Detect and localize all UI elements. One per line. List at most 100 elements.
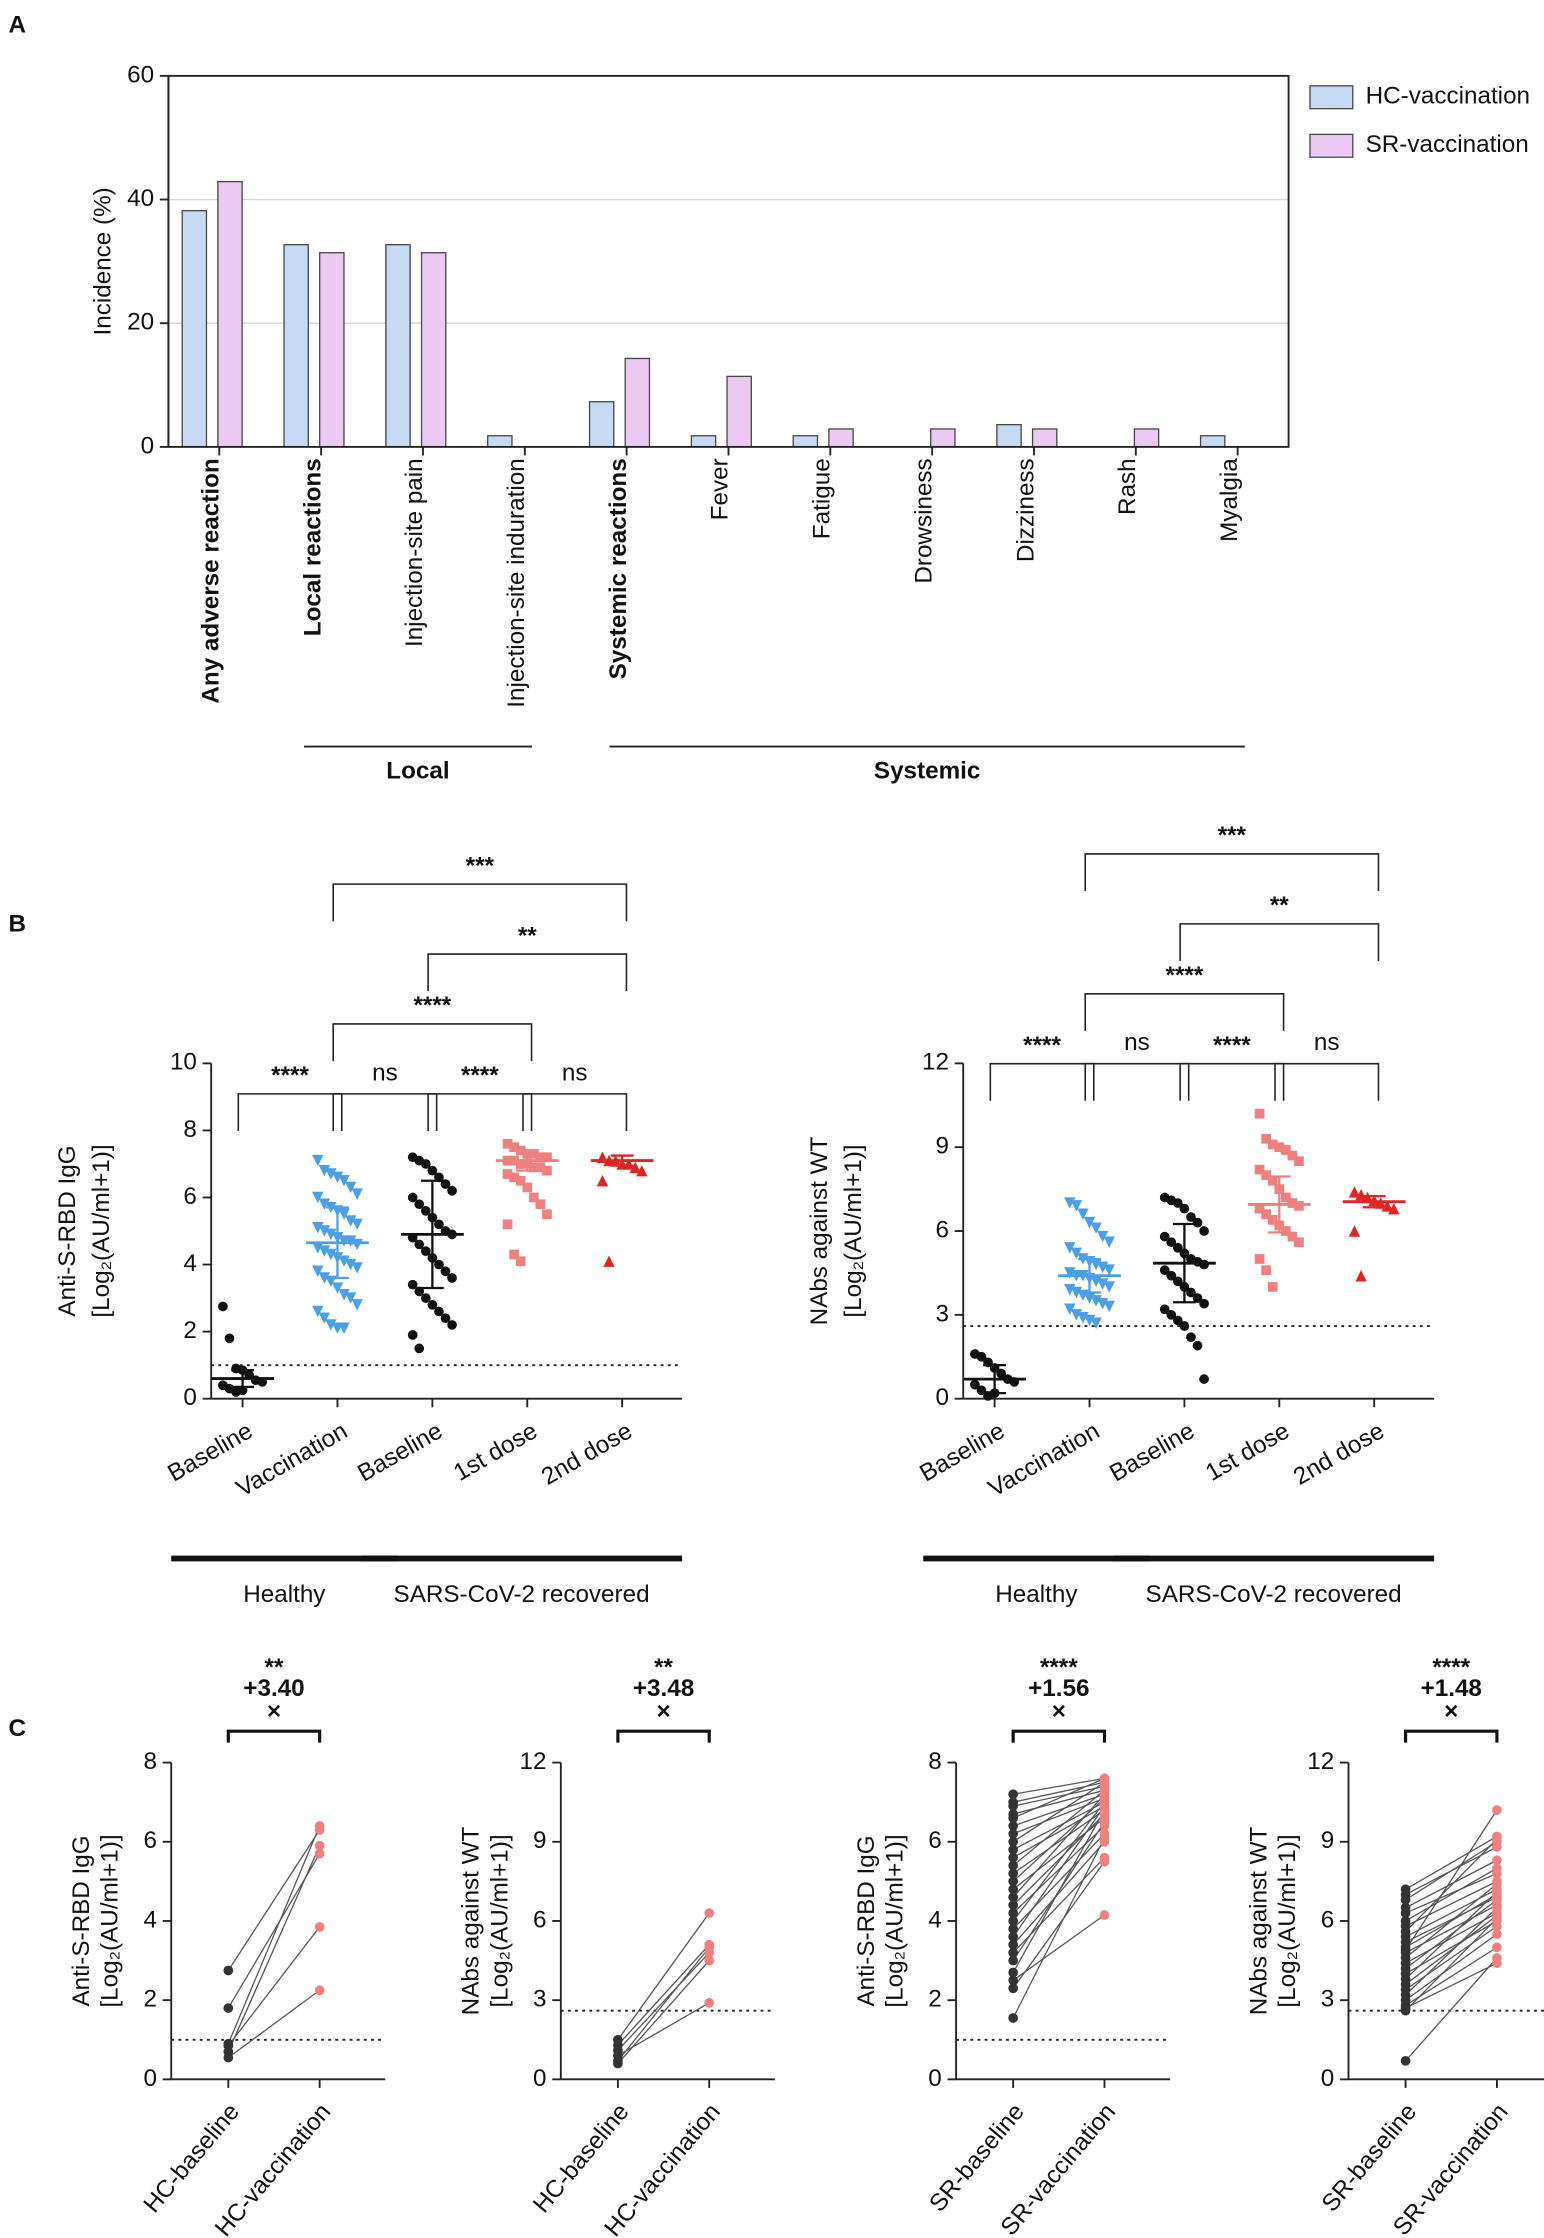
significance-bracket [226,1729,322,1743]
data-point [1492,1902,1502,1913]
data-point [522,1182,533,1193]
pair-line [1405,1957,1498,2062]
data-point [1172,1276,1183,1287]
data-point [344,1292,357,1304]
data-point [535,1199,546,1210]
data-point [704,1908,715,1918]
pair-line [1405,1962,1498,2009]
y-axis-label: [Log₂(AU/ml+1)] [882,1834,909,2007]
data-point [351,1262,363,1274]
data-point [1267,1214,1278,1225]
data-point [528,1149,539,1159]
data-point [440,1313,451,1324]
data-point [338,1175,350,1187]
data-point [1008,1939,1019,1950]
data-point [1090,1317,1102,1329]
y-tick-label: 2 [183,1317,197,1344]
data-point [407,1330,418,1340]
data-point [970,1379,980,1390]
data-point [629,1161,642,1174]
data-point [704,1942,715,1953]
y-tick-label: 9 [935,1133,949,1160]
data-point [1172,1242,1183,1253]
data-point [1008,1821,1019,1831]
data-point [338,1255,350,1267]
fold-symbol: × [656,1698,670,1725]
data-point [1172,1315,1183,1326]
data-point [420,1293,431,1303]
data-point [318,1164,331,1177]
pair-line [1012,1793,1105,1898]
pair-line [1012,1801,1105,1851]
data-point [1008,1908,1019,1918]
data-point [1492,1855,1502,1866]
y-axis-label: Anti-S-RBD IgG [853,1835,880,2006]
data-point [312,1265,324,1277]
pair-line [1012,1789,1105,1815]
pair-line [1012,1861,1106,1989]
y-tick-label: 3 [533,1986,547,2013]
fold-change-label: +1.56 [1028,1675,1089,1702]
pair-line [1012,1805,1106,1938]
pair-line [1405,1880,1498,1927]
significance-label: ** [654,1654,673,1681]
data-point [1083,1216,1096,1229]
pair-line [1405,1925,1498,1991]
pair-line [1012,1825,1105,1914]
y-tick-label: 60 [127,61,154,88]
x-tick-label: Fatigue [809,458,836,539]
data-point [312,1305,324,1318]
data-point [502,1138,513,1149]
fold-change-label: +1.48 [1421,1675,1482,1702]
pair-line [1405,1859,1498,1909]
data-point [420,1159,431,1169]
significance-label: **** [414,992,452,1019]
data-point [1287,1231,1298,1242]
pair-line [617,1946,710,2062]
pair-line [1405,1896,1498,1943]
data-point [1008,1955,1019,1966]
y-tick-label: 6 [143,1827,157,1854]
pair-line [227,1989,321,2059]
data-point [1103,1236,1115,1248]
data-point [1008,1876,1019,1887]
significance-bracket [427,953,628,992]
pair-line [1405,1899,1498,1969]
pair-line [1012,1805,1105,1859]
data-point [351,1218,363,1231]
group-label: SARS-CoV-2 recovered [1146,1581,1402,1608]
data-point [325,1319,337,1331]
significance-label: **** [1166,962,1204,989]
data-point [1492,1942,1502,1953]
significance-bracket [237,1093,343,1131]
data-point [1492,1805,1502,1815]
significance-bracket [332,883,628,922]
legend-label: HC-vaccination [1366,83,1530,110]
data-point [1281,1145,1291,1155]
data-point [502,1169,513,1179]
data-point [1008,1967,1019,1978]
data-point [1008,1916,1019,1926]
data-point [420,1246,431,1256]
data-point [1103,1300,1115,1313]
data-point [312,1191,324,1204]
data-point [420,1206,431,1216]
data-point [502,1219,513,1230]
data-point [351,1299,363,1311]
y-tick-label: 8 [928,1748,942,1775]
group-label: Local [386,758,449,785]
data-point [1199,1226,1209,1236]
data-point [1008,1983,1019,1994]
data-point [1099,1789,1110,1800]
data-point [1179,1321,1190,1331]
data-point [1008,1789,1019,1800]
data-point [515,1175,526,1186]
y-tick-label: 6 [928,1827,942,1854]
data-point [1254,1203,1265,1214]
y-tick-label: 9 [533,1827,547,1854]
data-point [1254,1108,1265,1119]
y-axis-label: [Log₂(AU/ml+1)] [486,1834,513,2007]
significance-label: **** [1040,1654,1078,1681]
pair-line [1012,1837,1106,2019]
